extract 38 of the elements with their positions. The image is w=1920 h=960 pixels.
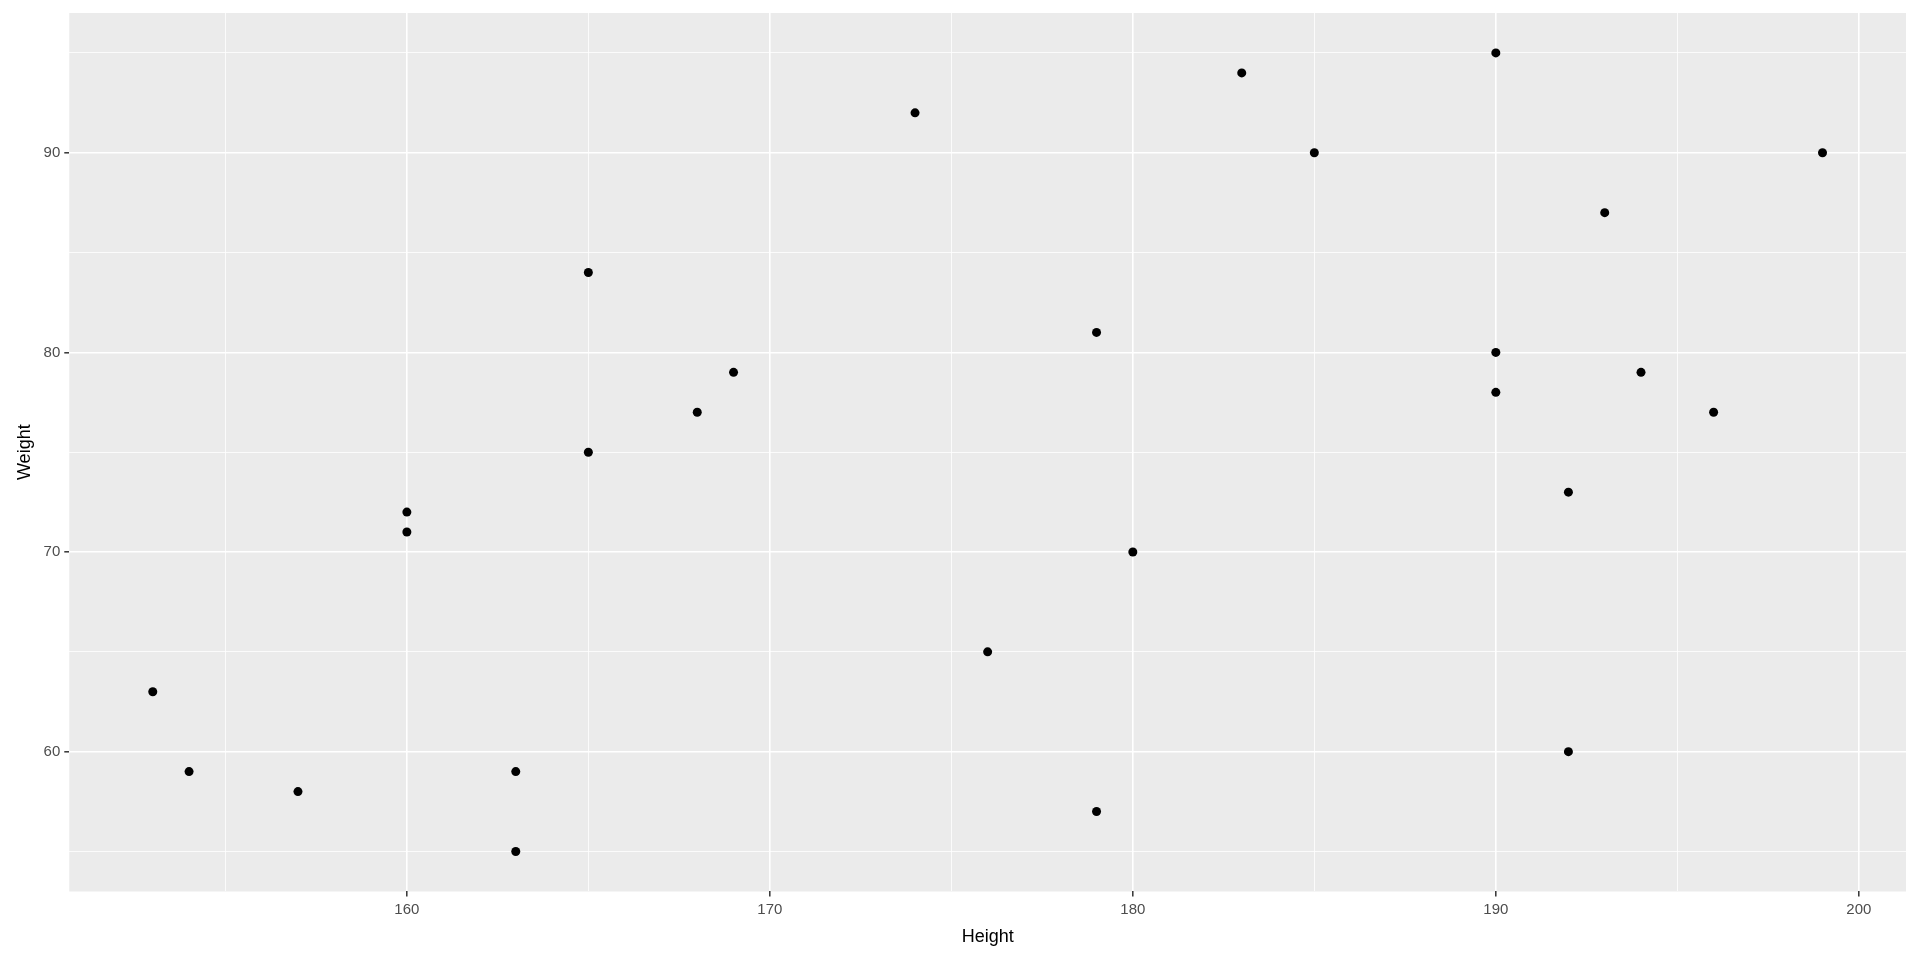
point bbox=[1491, 48, 1501, 58]
point bbox=[692, 407, 702, 417]
x-tick-label: 200 bbox=[1846, 899, 1872, 917]
point bbox=[402, 527, 412, 537]
point bbox=[1563, 747, 1573, 757]
point bbox=[1092, 807, 1102, 817]
y-tick-label: 80 bbox=[43, 342, 61, 360]
point bbox=[1309, 148, 1319, 158]
x-tick-label: 160 bbox=[394, 899, 420, 917]
x-tick-label: 190 bbox=[1483, 899, 1509, 917]
point bbox=[1636, 367, 1646, 377]
point bbox=[148, 687, 158, 697]
point bbox=[583, 268, 593, 278]
point bbox=[1237, 68, 1247, 78]
point bbox=[184, 767, 194, 777]
point bbox=[583, 447, 593, 457]
point bbox=[293, 787, 303, 797]
point bbox=[402, 507, 412, 517]
point bbox=[729, 367, 739, 377]
y-axis-title: Weight bbox=[13, 424, 34, 481]
point bbox=[511, 846, 521, 856]
y-tick-label: 70 bbox=[43, 542, 61, 560]
x-tick-label: 180 bbox=[1120, 899, 1146, 917]
x-tick-label: 170 bbox=[757, 899, 783, 917]
point bbox=[1491, 347, 1501, 357]
point bbox=[1600, 208, 1610, 218]
point bbox=[910, 108, 920, 118]
point bbox=[983, 647, 993, 657]
y-tick-label: 90 bbox=[43, 142, 61, 160]
point bbox=[1092, 327, 1102, 337]
point bbox=[511, 767, 521, 777]
point bbox=[1563, 487, 1573, 497]
point bbox=[1818, 148, 1828, 158]
point bbox=[1709, 407, 1719, 417]
x-axis-title: Height bbox=[961, 926, 1014, 947]
point bbox=[1128, 547, 1138, 557]
point bbox=[1491, 387, 1501, 397]
y-tick-label: 60 bbox=[43, 741, 61, 759]
